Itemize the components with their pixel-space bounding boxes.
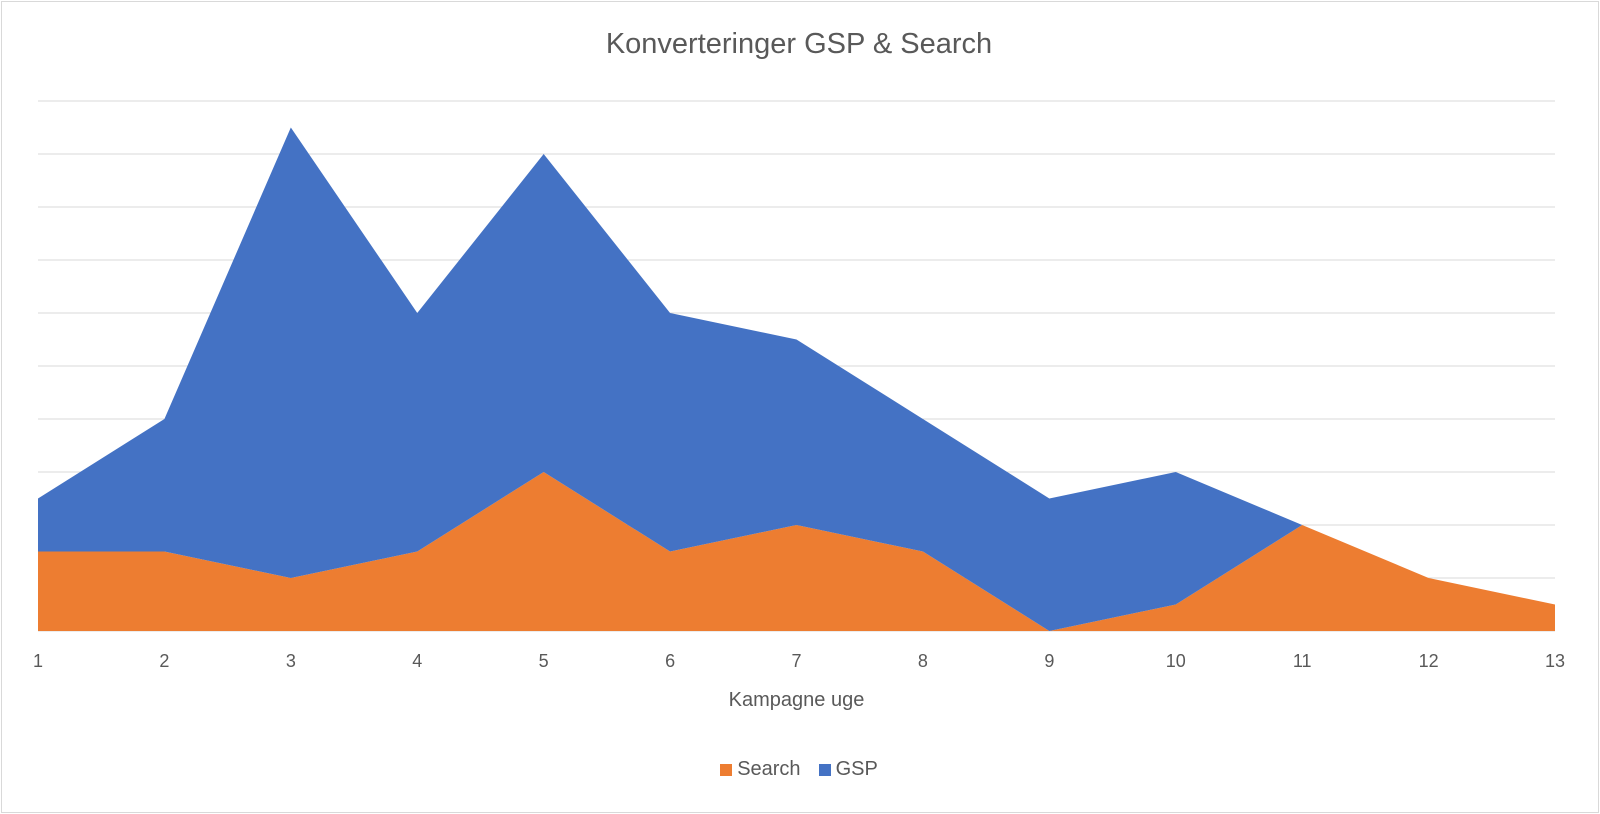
x-tick-label: 12 <box>1419 651 1439 671</box>
x-tick-label: 11 <box>1293 651 1312 671</box>
area-series <box>38 127 1555 631</box>
x-tick-label: 6 <box>665 651 675 671</box>
legend-item-gsp: GSP <box>818 758 878 781</box>
x-tick-label: 8 <box>918 651 928 671</box>
legend-label-gsp: GSP <box>835 758 878 780</box>
legend: Search GSP <box>0 758 1598 781</box>
x-tick-label: 1 <box>33 651 43 671</box>
x-tick-label: 4 <box>412 651 422 671</box>
x-tick-label: 13 <box>1545 651 1565 671</box>
area-gsp <box>38 127 1555 631</box>
x-tick-label: 3 <box>286 651 296 671</box>
legend-label-search: Search <box>737 758 801 780</box>
chart-title: Konverteringer GSP & Search <box>605 28 993 60</box>
area-search <box>38 472 1555 631</box>
x-axis-title: Kampagne uge <box>729 689 865 711</box>
x-tick-labels: 1 2 3 4 5 6 7 8 9 10 11 12 13 <box>33 651 1565 671</box>
x-tick-label: 2 <box>159 651 169 671</box>
legend-swatch-gsp <box>818 763 831 776</box>
x-tick-label: 9 <box>1044 651 1054 671</box>
x-tick-label: 5 <box>539 651 549 671</box>
x-tick-label: 10 <box>1166 651 1186 671</box>
x-tick-label: 7 <box>791 651 801 671</box>
legend-item-search: Search <box>720 758 801 781</box>
legend-swatch-search <box>720 763 733 776</box>
